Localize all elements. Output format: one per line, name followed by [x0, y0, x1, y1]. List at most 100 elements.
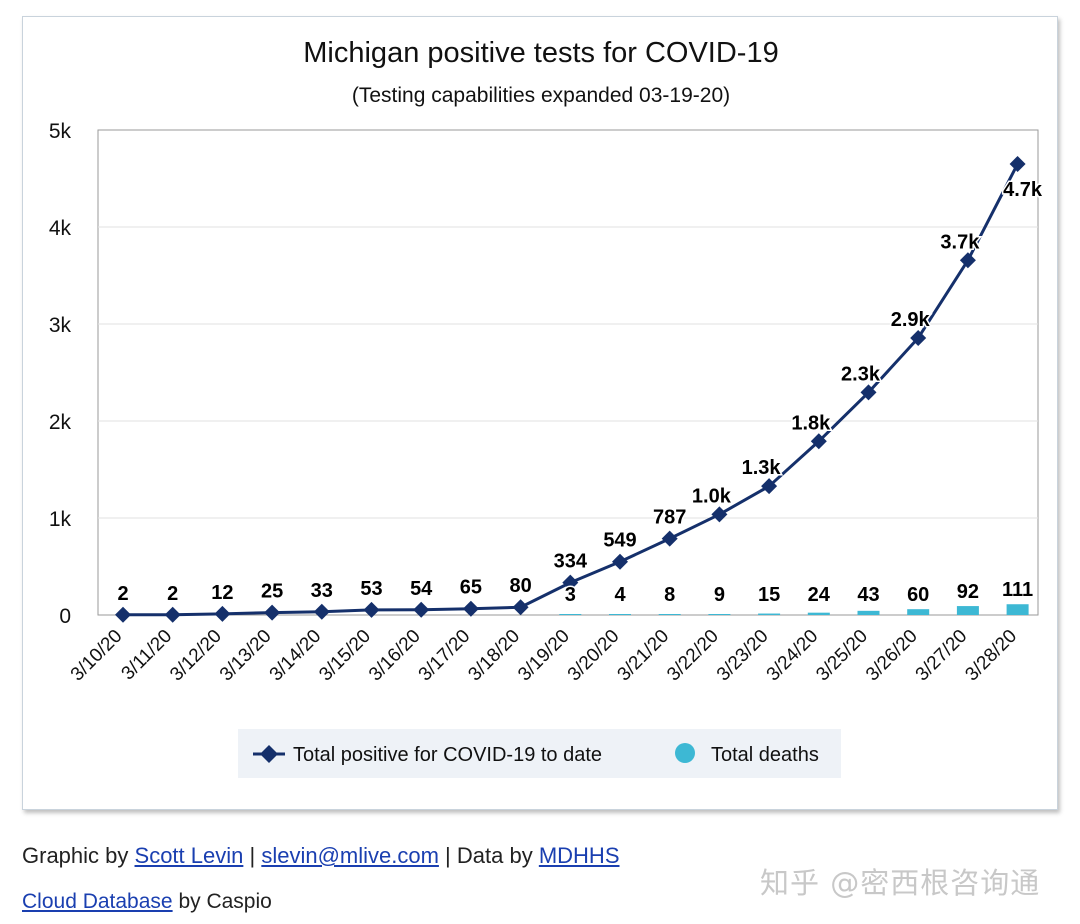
- positive-point[interactable]: [313, 603, 330, 620]
- positive-point[interactable]: [462, 600, 479, 617]
- positive-point[interactable]: [264, 604, 281, 621]
- x-tick-label: 3/22/20: [663, 626, 723, 686]
- y-tick-label: 1k: [49, 508, 72, 531]
- positive-data-label: 2: [167, 583, 178, 605]
- positive-data-label: 334: [554, 551, 588, 573]
- deaths-bar: [758, 613, 781, 615]
- positive-point[interactable]: [214, 605, 231, 622]
- positive-point[interactable]: [860, 384, 877, 401]
- chart-svg: Michigan positive tests for COVID-19 (Te…: [49, 37, 1044, 778]
- positive-point[interactable]: [512, 599, 529, 616]
- positive-data-label: 33: [311, 580, 333, 602]
- x-tick-label: 3/10/20: [67, 626, 127, 686]
- positive-data-label: 2.3k: [841, 363, 881, 385]
- x-tick-label: 3/27/20: [912, 626, 972, 686]
- positive-point[interactable]: [910, 329, 927, 346]
- x-tick-label: 3/11/20: [118, 626, 177, 685]
- deaths-data-label: 4: [614, 584, 626, 606]
- positive-data-label: 12: [211, 582, 233, 604]
- deaths-data-label: 8: [664, 584, 675, 606]
- x-tick-label: 3/26/20: [862, 626, 922, 686]
- x-tick-label: 3/12/20: [166, 626, 226, 686]
- positive-data-label: 2.9k: [891, 309, 931, 331]
- chart-title: Michigan positive tests for COVID-19: [303, 37, 778, 69]
- positive-point[interactable]: [661, 530, 678, 547]
- legend-positive-label: Total positive for COVID-19 to date: [293, 744, 602, 766]
- positive-series-line: [123, 163, 1019, 617]
- positive-data-label: 3.7k: [940, 231, 980, 253]
- deaths-bar: [956, 606, 979, 615]
- x-tick-label: 3/25/20: [812, 626, 872, 686]
- separator: |: [249, 843, 256, 868]
- legend-deaths-dot-icon: [675, 743, 695, 763]
- x-tick-label: 3/21/20: [614, 626, 674, 686]
- deaths-data-label: 111: [1002, 579, 1033, 601]
- positive-point[interactable]: [810, 433, 827, 450]
- positive-point[interactable]: [413, 601, 430, 618]
- positive-data-label: 53: [360, 578, 382, 600]
- deaths-bar: [559, 614, 582, 615]
- positive-point[interactable]: [164, 606, 181, 623]
- positive-data-label: 1.3k: [742, 457, 782, 479]
- x-tick-label: 3/24/20: [763, 626, 823, 686]
- deaths-bar: [708, 614, 731, 615]
- x-tick-label: 3/14/20: [266, 626, 326, 686]
- positive-data-label: 1.0k: [692, 485, 732, 507]
- positive-data-label: 54: [410, 578, 433, 600]
- author-link[interactable]: Scott Levin: [134, 843, 244, 868]
- deaths-bar: [658, 614, 681, 615]
- source-link[interactable]: MDHHS: [538, 843, 620, 868]
- x-tick-label: 3/17/20: [415, 626, 475, 686]
- graphic-by-text: Graphic by: [22, 843, 129, 868]
- deaths-bar: [807, 612, 830, 615]
- data-by-text: | Data by: [445, 843, 533, 868]
- legend-background: [238, 729, 841, 778]
- positive-data-label: 4.7k: [1003, 179, 1043, 201]
- y-tick-label: 3k: [49, 314, 72, 337]
- legend-deaths-label: Total deaths: [711, 744, 819, 766]
- y-tick-label: 5k: [49, 120, 72, 143]
- positive-data-label: 787: [653, 507, 686, 529]
- positive-point[interactable]: [363, 601, 380, 618]
- positive-point[interactable]: [562, 574, 579, 591]
- positive-point[interactable]: [711, 506, 728, 523]
- x-tick-label: 3/28/20: [961, 626, 1021, 686]
- positive-point[interactable]: [761, 478, 778, 495]
- positive-point[interactable]: [612, 553, 628, 570]
- chart-subtitle: (Testing capabilities expanded 03-19-20): [352, 84, 730, 107]
- positive-data-label: 25: [261, 581, 283, 603]
- deaths-data-label: 3: [565, 584, 576, 606]
- chart-card: Michigan positive tests for COVID-19 (Te…: [22, 16, 1058, 810]
- deaths-data-label: 9: [714, 584, 725, 606]
- legend[interactable]: Total positive for COVID-19 to date Tota…: [238, 729, 841, 778]
- positive-point[interactable]: [1009, 155, 1026, 172]
- cloud-database-link[interactable]: Cloud Database: [22, 890, 173, 913]
- x-tick-label: 3/23/20: [713, 626, 773, 686]
- footer-database: Cloud Database by Caspio: [22, 890, 272, 914]
- x-tick-label: 3/18/20: [464, 626, 524, 686]
- deaths-bars: [559, 604, 1029, 615]
- positive-point[interactable]: [959, 252, 976, 269]
- x-tick-label: 3/16/20: [365, 626, 425, 686]
- deaths-data-label: 24: [808, 584, 831, 606]
- email-link[interactable]: slevin@mlive.com: [261, 843, 439, 868]
- x-tick-label: 3/13/20: [216, 626, 276, 686]
- grid-layer: [98, 226, 1038, 519]
- deaths-bar: [609, 614, 631, 615]
- positive-data-label: 80: [509, 575, 531, 597]
- deaths-data-label: 60: [907, 584, 929, 606]
- by-caspio-text: by Caspio: [178, 890, 272, 913]
- positive-point[interactable]: [115, 606, 131, 623]
- x-axis: 3/10/203/11/203/12/203/13/203/14/203/15/…: [67, 626, 1021, 686]
- footer-credits: Graphic by Scott Levin | slevin@mlive.co…: [22, 843, 620, 869]
- deaths-data-label: 43: [857, 584, 879, 606]
- x-tick-label: 3/19/20: [514, 626, 574, 686]
- positive-data-label: 549: [603, 530, 636, 552]
- positive-data-label: 2: [117, 583, 128, 605]
- legend-diamond-icon: [260, 745, 278, 763]
- deaths-bar: [1006, 604, 1029, 615]
- y-tick-label: 0: [59, 605, 71, 628]
- data-labels: 2 2 12 25 33 53 54 65 80 334 549 787 1.0k 1.3k 1.8k 2.3…: [116, 177, 1044, 607]
- deaths-bar: [857, 610, 880, 615]
- x-tick-label: 3/20/20: [564, 626, 624, 686]
